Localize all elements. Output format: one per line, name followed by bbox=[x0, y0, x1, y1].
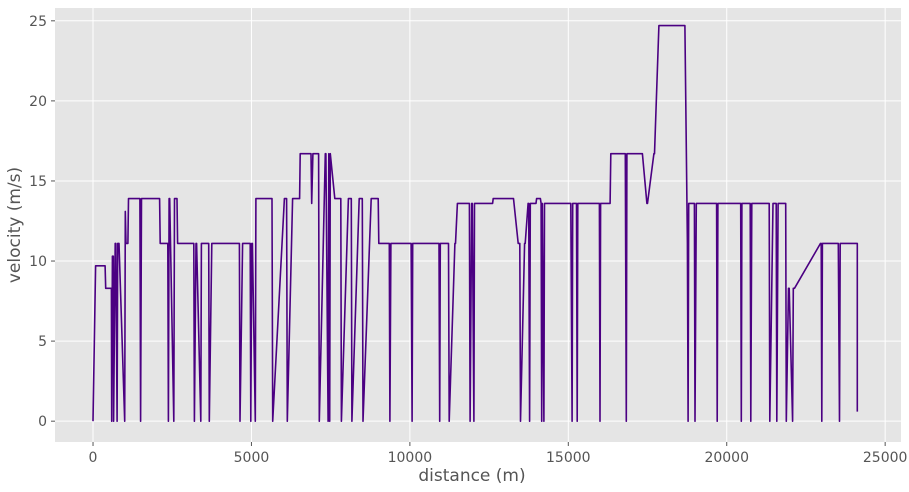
y-axis-label: velocity (m/s) bbox=[5, 167, 25, 283]
y-tick-label: 0 bbox=[38, 414, 47, 430]
y-tick-label: 10 bbox=[29, 254, 47, 270]
y-axis-ticks: 0 5 10 15 20 25 bbox=[29, 14, 55, 430]
plot-background bbox=[55, 8, 901, 442]
y-tick-label: 20 bbox=[29, 94, 47, 110]
y-tick-label: 5 bbox=[38, 334, 47, 350]
y-tick-label: 15 bbox=[29, 174, 47, 190]
x-tick-label: 25000 bbox=[863, 450, 908, 466]
x-gridlines bbox=[92, 8, 886, 442]
velocity-line bbox=[92, 24, 859, 423]
series-layer bbox=[92, 24, 859, 423]
y-tick-label: 25 bbox=[29, 14, 47, 30]
x-axis-label: distance (m) bbox=[418, 466, 525, 486]
y-gridlines bbox=[55, 20, 901, 422]
x-tick-label: 10000 bbox=[388, 450, 433, 466]
x-tick-label: 15000 bbox=[546, 450, 591, 466]
x-axis-ticks: 0 5000 10000 15000 20000 25000 bbox=[89, 442, 908, 466]
x-tick-label: 5000 bbox=[234, 450, 270, 466]
x-tick-label: 0 bbox=[89, 450, 98, 466]
x-tick-label: 20000 bbox=[704, 450, 749, 466]
